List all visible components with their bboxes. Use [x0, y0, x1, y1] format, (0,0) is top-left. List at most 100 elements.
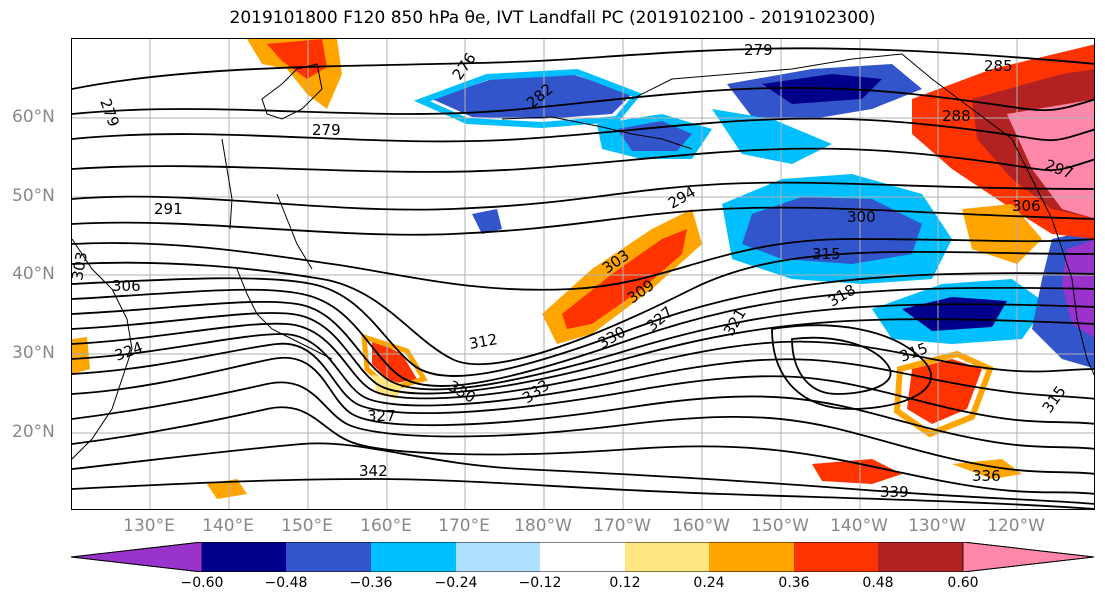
contour-label: 279	[312, 121, 341, 139]
coast-kamchatka	[261, 63, 323, 120]
contour-label: 306	[1012, 197, 1041, 215]
map-panel: 279 279 279 276 282 285 288 291 294 297 …	[71, 38, 1095, 510]
colorbar-tick: 0.12	[609, 575, 641, 591]
contour-333	[72, 442, 1094, 505]
contour-315-hawaii	[771, 324, 932, 410]
colorbar-tick: 0.24	[693, 575, 725, 591]
map-title: 2019101800 F120 850 hPa θe, IVT Landfall…	[229, 8, 876, 28]
contour-label: 342	[359, 462, 388, 480]
contour-324	[72, 356, 1094, 450]
colorbar-tick: −0.48	[264, 575, 308, 591]
shade-positive-ar-core	[562, 229, 687, 329]
lat-label-50n: 50°N	[12, 186, 55, 206]
contour-336	[72, 478, 1094, 509]
contour-label: 279	[96, 96, 123, 129]
colorbar-swatch	[456, 542, 540, 572]
shade-positive-kamchatka-core	[267, 39, 327, 79]
shade-positive-south-left	[207, 479, 247, 499]
contour-309	[72, 300, 1094, 391]
contour-label: 336	[972, 467, 1001, 485]
lon-label-150w: 150°W	[751, 516, 809, 536]
contour-285	[72, 117, 1094, 143]
shade-positive-bc-edge	[962, 204, 1042, 264]
lon-label-140w: 140°W	[830, 516, 888, 536]
lon-label-170w: 170°W	[593, 516, 651, 536]
lon-label-120w: 120°W	[987, 516, 1045, 536]
contour-297	[72, 238, 1094, 291]
shading-layer	[72, 39, 1094, 499]
coast-north-america	[1051, 218, 1094, 376]
lat-label-20n: 20°N	[12, 422, 55, 442]
colorbar-arrow-low	[70, 542, 203, 572]
colorbar-swatch	[286, 542, 371, 572]
shade-positive-west-edge	[72, 337, 90, 374]
contour-label: 291	[154, 200, 183, 218]
shade-positive-south-center	[812, 459, 902, 484]
contour-label: 315	[812, 245, 841, 263]
colorbar-tick: −0.60	[180, 575, 224, 591]
colorbar-tick: −0.24	[434, 575, 478, 591]
shade-negative-aleutian-core	[617, 121, 692, 151]
contour-label: 279	[744, 41, 773, 59]
colorbar-swatch	[202, 542, 286, 572]
colorbar-tick: 0.36	[778, 575, 810, 591]
shade-negative-small	[472, 209, 502, 234]
contour-label: 285	[984, 57, 1013, 75]
lat-label-40n: 40°N	[12, 264, 55, 284]
lon-label-130e: 130°E	[123, 516, 175, 536]
contour-label: 306	[112, 277, 141, 295]
contour-label: 318	[825, 281, 859, 311]
contour-330	[72, 406, 1094, 495]
contour-label: 324	[112, 338, 145, 365]
map-canvas: 279 279 279 276 282 285 288 291 294 297 …	[72, 39, 1094, 509]
colorbar-arrow-high	[962, 542, 1095, 572]
contour-label: 303	[72, 250, 91, 281]
contour-282	[72, 86, 1094, 115]
contour-label: 321	[720, 305, 750, 339]
lon-label-140e: 140°E	[202, 516, 254, 536]
coast-asia	[72, 238, 133, 460]
lon-label-130w: 130°W	[908, 516, 966, 536]
contour-294	[72, 206, 1094, 236]
colorbar-tick: −0.36	[349, 575, 393, 591]
colorbar-swatch	[625, 542, 709, 572]
contour-label: 330	[445, 377, 479, 407]
colorbar-swatch	[371, 542, 456, 572]
shade-negative-bering-edge	[414, 68, 642, 129]
contour-291	[72, 181, 1094, 211]
contour-label: 339	[880, 483, 909, 501]
lat-label-30n: 30°N	[12, 343, 55, 363]
coast-japan	[236, 268, 333, 360]
coast-sakhalin	[221, 138, 233, 230]
colorbar-tick: −0.12	[518, 575, 562, 591]
colorbar-outline	[70, 542, 1095, 572]
contour-288	[72, 147, 1094, 173]
shade-positive-hawaii	[907, 359, 982, 424]
contour-label: 327	[643, 303, 677, 335]
contour-306	[72, 286, 1094, 387]
contour-label: 327	[367, 407, 396, 425]
contour-label: 300	[847, 208, 876, 226]
contour-318	[72, 333, 1094, 407]
contour-300	[72, 250, 1094, 366]
contour-279-north	[72, 47, 1094, 90]
contour-label: 315	[1039, 383, 1070, 417]
contour-303	[72, 272, 1094, 377]
contour-label: 312	[468, 330, 499, 353]
coast-alaska	[631, 53, 1053, 220]
theta-e-contours	[72, 47, 1094, 509]
lon-label-150e: 150°E	[281, 516, 333, 536]
shade-negative-bering	[432, 74, 632, 119]
contour-321	[72, 342, 1094, 425]
colorbar	[70, 542, 1095, 572]
lon-label-180w: 180°W	[514, 516, 572, 536]
contour-label: 333	[519, 376, 553, 407]
colorbar-tick: 0.60	[947, 575, 979, 591]
contour-label: 288	[942, 107, 971, 125]
shade-positive-japan	[372, 339, 417, 384]
contour-315	[72, 322, 1094, 400]
colorbar-swatch	[878, 542, 963, 572]
colorbar-swatch	[540, 542, 625, 572]
coast-kurils	[276, 193, 313, 270]
colorbar-swatch	[794, 542, 878, 572]
